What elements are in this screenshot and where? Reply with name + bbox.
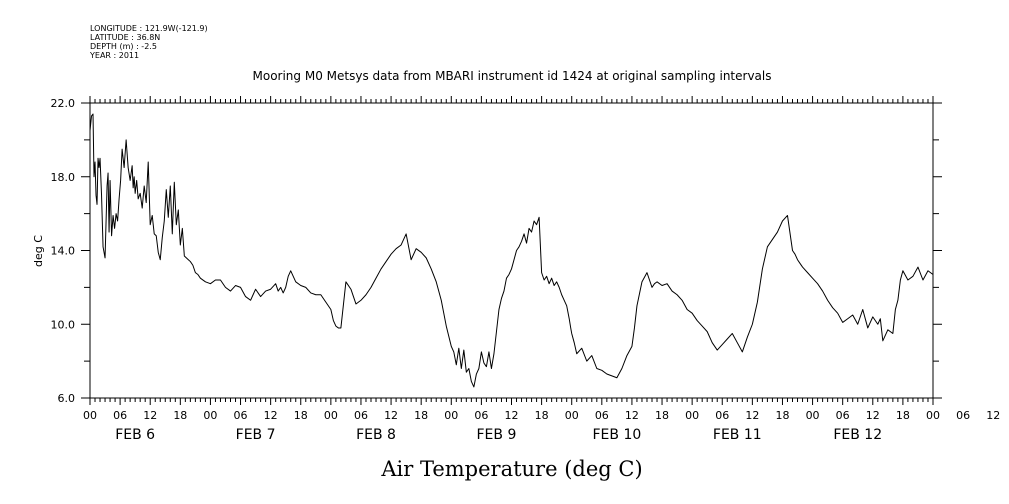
y-tick-label: 6.0 [58, 392, 76, 405]
y-tick-label: 18.0 [51, 171, 76, 184]
x-tick-label: 12 [745, 409, 759, 422]
header-metadata: LONGITUDE : 121.9W(-121.9) LATITUDE : 36… [89, 24, 208, 60]
y-tick-label: 22.0 [51, 97, 76, 110]
x-tick-label: 00 [806, 409, 820, 422]
longitude-label: LONGITUDE : 121.9W(-121.9) [90, 24, 208, 33]
x-tick-label: 18 [896, 409, 910, 422]
x-tick-label: 12 [505, 409, 519, 422]
year-label: YEAR : 2011 [89, 51, 139, 60]
x-tick-label: 18 [655, 409, 669, 422]
x-tick-label: 00 [444, 409, 458, 422]
x-tick-label: 00 [926, 409, 940, 422]
x-tick-label: 00 [83, 409, 97, 422]
x-day-label: FEB 8 [356, 427, 396, 443]
x-day-label: FEB 9 [477, 427, 517, 443]
x-tick-label: 18 [294, 409, 308, 422]
x-day-label: FEB 11 [713, 427, 762, 443]
x-tick-label: 06 [595, 409, 609, 422]
x-tick-label: 06 [474, 409, 488, 422]
x-tick-label: 06 [715, 409, 729, 422]
x-tick-label: 06 [354, 409, 368, 422]
x-day-label: FEB 7 [236, 427, 276, 443]
x-day-label: FEB 6 [115, 427, 155, 443]
x-tick-label: 18 [535, 409, 549, 422]
x-tick-label: 06 [234, 409, 248, 422]
x-tick-label: 12 [986, 409, 1000, 422]
y-tick-label: 14.0 [51, 245, 76, 258]
latitude-label: LATITUDE : 36.8N [90, 33, 160, 42]
x-tick-label: 18 [775, 409, 789, 422]
x-tick-label: 06 [113, 409, 127, 422]
x-tick-label: 06 [836, 409, 850, 422]
x-axis-label: Air Temperature (deg C) [380, 457, 642, 481]
axes-group: 00 06 12 18 00 06 12 18 00 06 12 18 00 06 12 18 00 06 12 18… [51, 96, 1000, 443]
x-tick-label: 12 [625, 409, 639, 422]
x-tick-label: 18 [414, 409, 428, 422]
x-day-label: FEB 10 [592, 427, 641, 443]
depth-label: DEPTH (m) : -2.5 [90, 42, 157, 51]
plot-frame [89, 102, 934, 399]
x-tick-label: 00 [324, 409, 338, 422]
x-tick-label: 00 [685, 409, 699, 422]
x-tick-label: 18 [173, 409, 187, 422]
x-tick-label: 12 [384, 409, 398, 422]
y-axis-label: deg C [32, 235, 45, 267]
temperature-series-line [89, 113, 934, 388]
x-tick-label: 12 [264, 409, 278, 422]
x-tick-label: 12 [866, 409, 880, 422]
x-tick-label: 06 [956, 409, 970, 422]
x-tick-label: 12 [143, 409, 157, 422]
x-day-label: FEB 12 [833, 427, 882, 443]
x-tick-label: 00 [203, 409, 217, 422]
chart-title: Mooring M0 Metsys data from MBARI instru… [253, 69, 772, 83]
x-tick-label: 00 [565, 409, 579, 422]
y-tick-label: 10.0 [51, 318, 76, 331]
series-group [89, 113, 934, 388]
